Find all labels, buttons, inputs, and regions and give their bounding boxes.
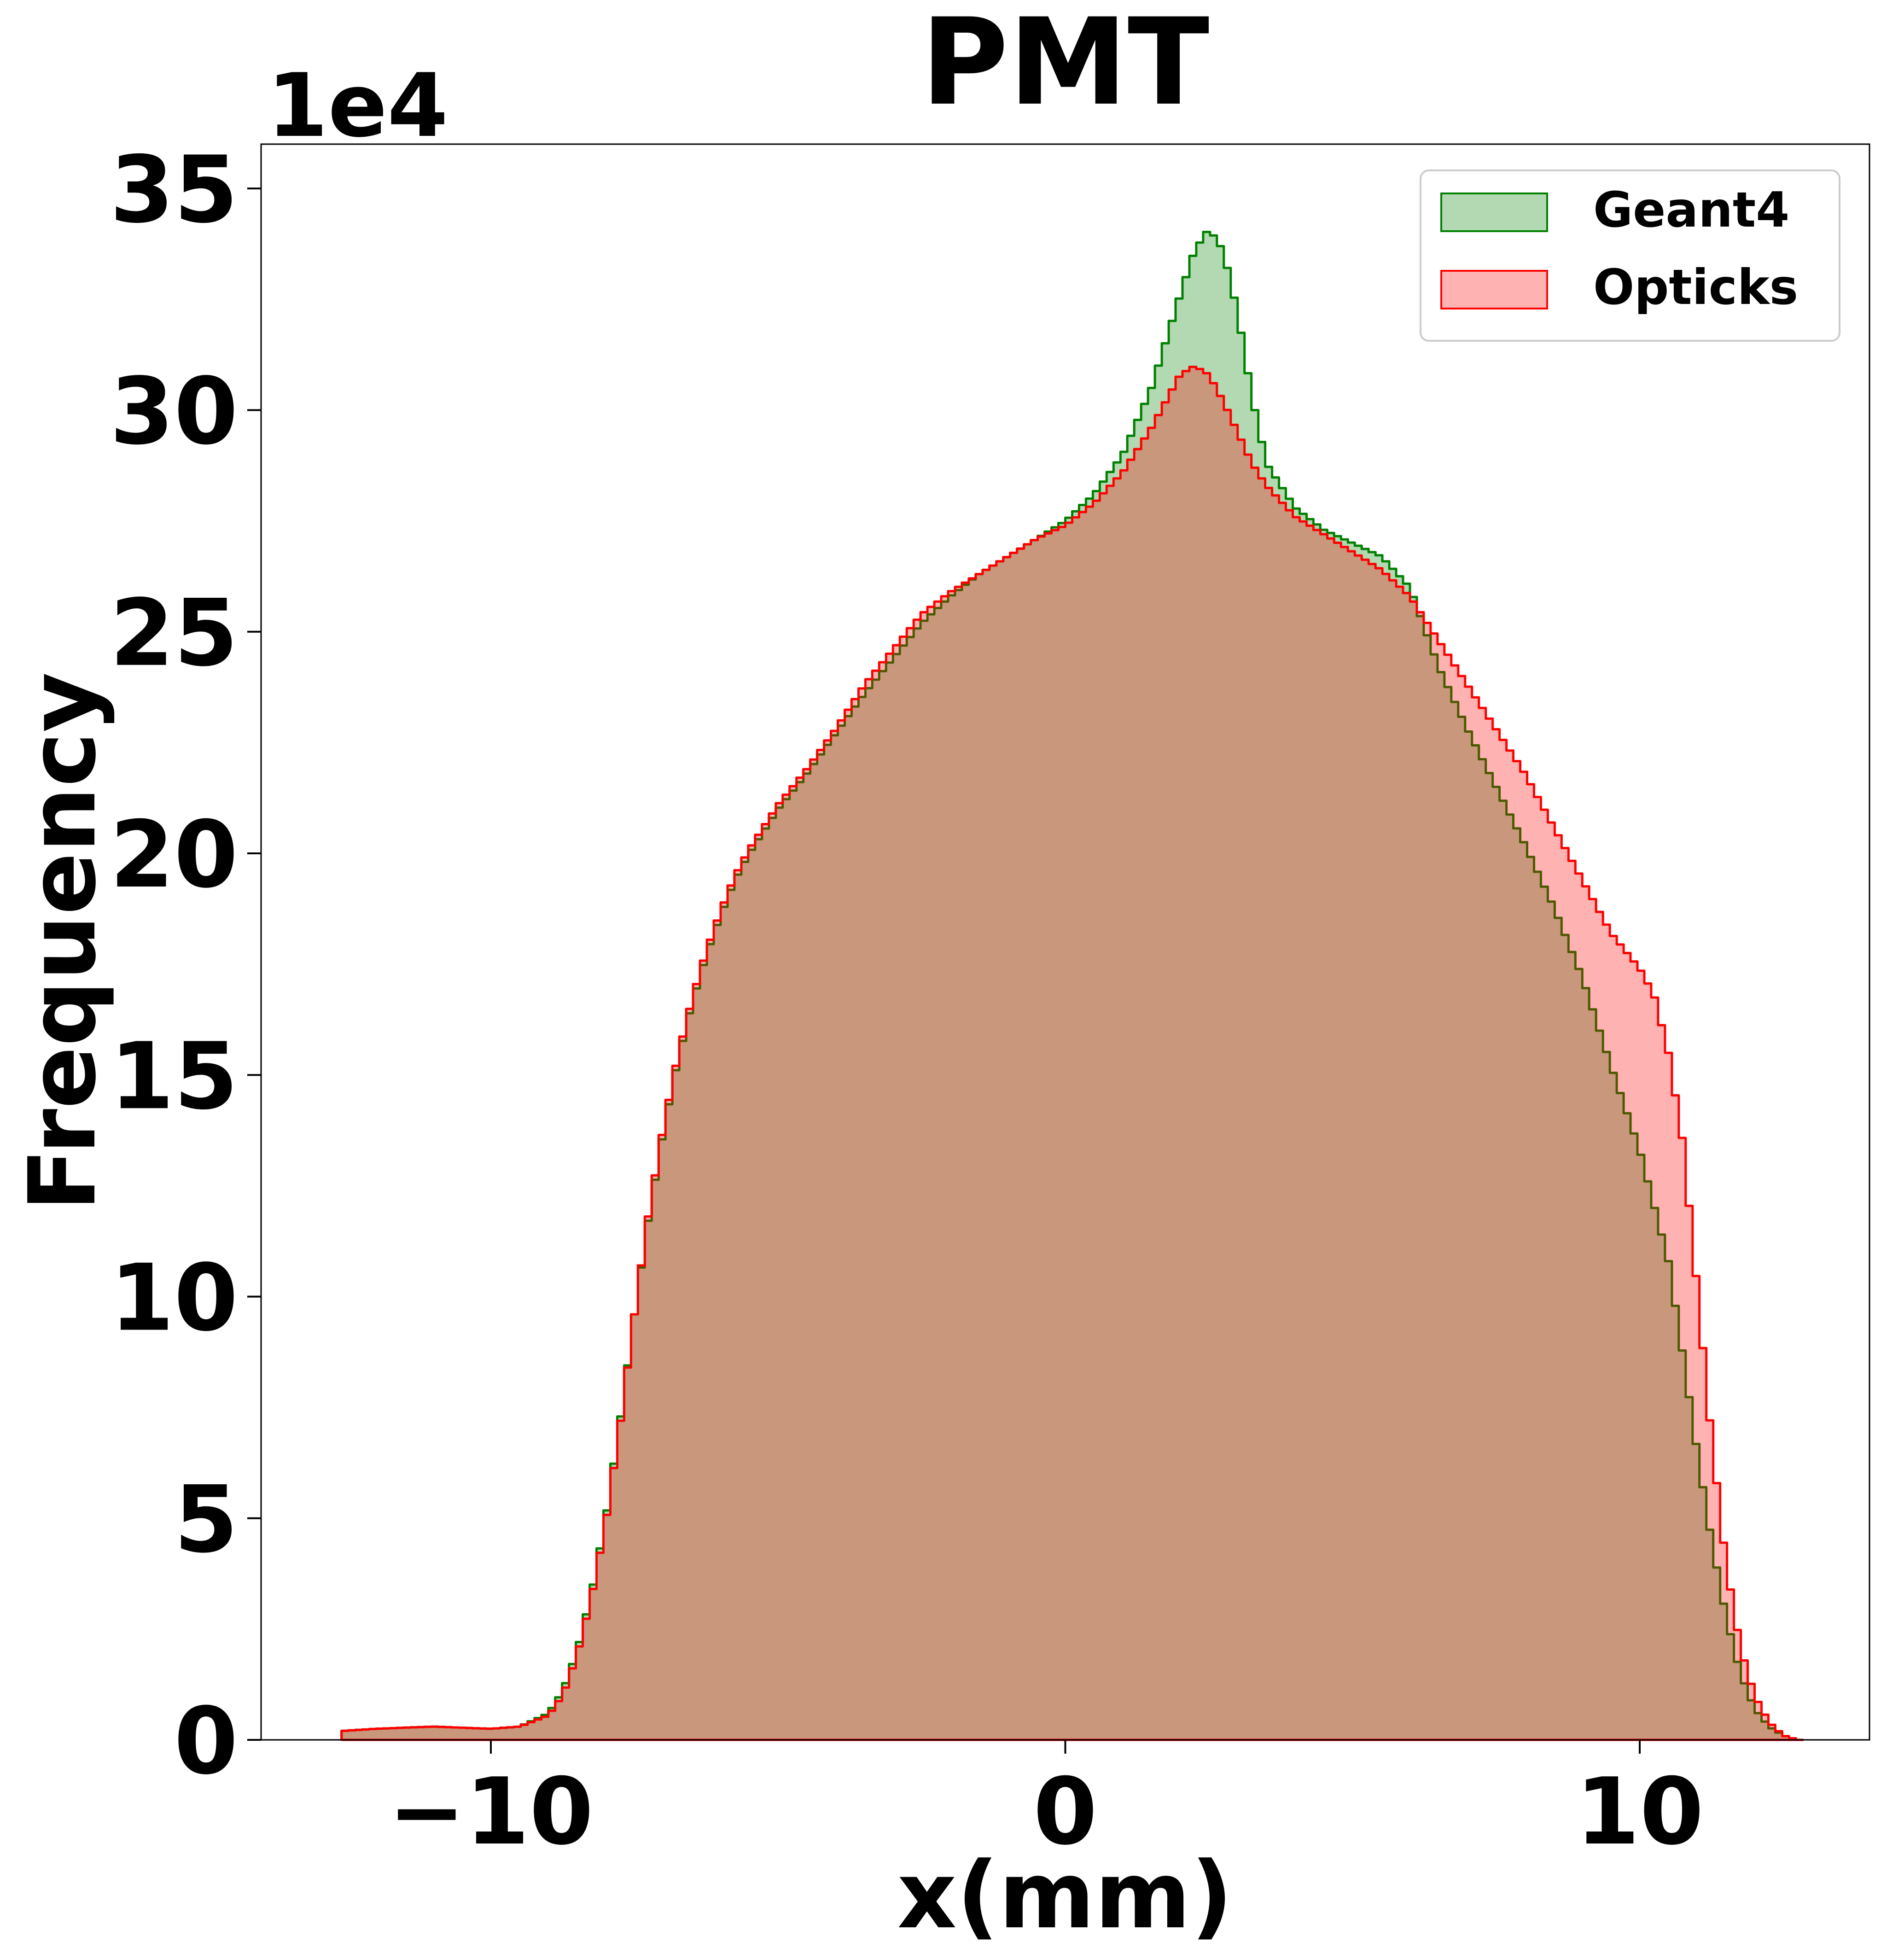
legend-label-geant4: Geant4 xyxy=(1593,182,1789,238)
y-tick-label: 20 xyxy=(110,801,238,909)
legend-swatch-geant4 xyxy=(1440,192,1548,232)
tick-layer: −10 0 10 0 5 10 15 20 25 30 35 xyxy=(110,136,1704,1866)
x-axis-label: x(mm) xyxy=(897,1842,1233,1949)
series-layer xyxy=(340,231,1804,1741)
y-tick-label: 0 xyxy=(174,1688,238,1795)
legend: Geant4 Opticks xyxy=(1420,169,1840,342)
y-tick-label: 25 xyxy=(110,580,238,687)
legend-swatch-opticks xyxy=(1440,270,1548,309)
y-tick-label: 15 xyxy=(110,1023,238,1130)
legend-box xyxy=(1420,169,1840,342)
y-tick-label: 10 xyxy=(110,1245,238,1352)
y-offset-label: 1e4 xyxy=(267,55,448,157)
x-tick-label: 10 xyxy=(1576,1758,1704,1866)
series-outline-opticks xyxy=(340,366,1804,1741)
series-fill-opticks xyxy=(341,367,1803,1740)
x-tick-label: −10 xyxy=(388,1758,594,1866)
chart-title: PMT xyxy=(921,0,1210,132)
y-tick-label: 30 xyxy=(110,358,238,466)
y-tick-label: 5 xyxy=(174,1466,238,1574)
series-fill-geant4 xyxy=(341,232,1803,1740)
x-tick-label: 0 xyxy=(1033,1758,1097,1866)
y-axis-label: Frequency xyxy=(9,672,116,1212)
legend-label-opticks: Opticks xyxy=(1593,259,1798,315)
y-tick-label: 35 xyxy=(110,136,238,244)
